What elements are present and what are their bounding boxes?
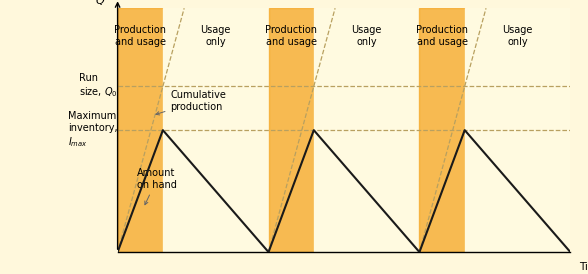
Text: Run
size, $Q_0$: Run size, $Q_0$ bbox=[79, 73, 118, 99]
Text: Production
and usage: Production and usage bbox=[265, 25, 317, 47]
Bar bbox=[465, 8, 570, 252]
Text: Usage
only: Usage only bbox=[352, 25, 382, 47]
Text: Q: Q bbox=[95, 0, 104, 6]
Text: Usage
only: Usage only bbox=[201, 25, 231, 47]
Bar bbox=[163, 8, 269, 252]
Text: Cumulative
production: Cumulative production bbox=[156, 90, 226, 115]
Text: Production
and usage: Production and usage bbox=[416, 25, 468, 47]
Bar bbox=[314, 8, 419, 252]
Bar bbox=[269, 8, 314, 252]
Bar bbox=[118, 8, 163, 252]
Bar bbox=[419, 8, 465, 252]
Text: Time: Time bbox=[579, 262, 588, 272]
Text: Usage
only: Usage only bbox=[502, 25, 533, 47]
Text: Production
and usage: Production and usage bbox=[114, 25, 166, 47]
Text: Maximum
inventory,
$I_{max}$: Maximum inventory, $I_{max}$ bbox=[68, 112, 118, 149]
Text: Amount
on hand: Amount on hand bbox=[137, 168, 177, 205]
